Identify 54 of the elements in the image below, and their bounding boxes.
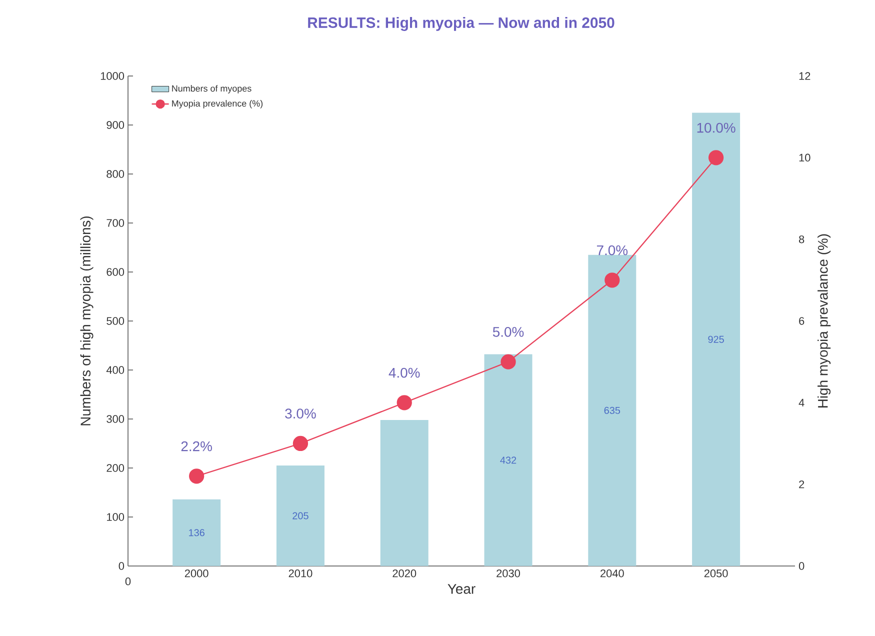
y-tick-label: 600 xyxy=(106,268,124,276)
x-tick-label: 2030 xyxy=(496,570,520,578)
y-tick-label: 300 xyxy=(106,415,124,423)
y-tick-label: 700 xyxy=(106,219,124,227)
data-label: 3.0% xyxy=(285,408,316,419)
data-label: 925 xyxy=(708,336,724,343)
bar xyxy=(276,466,324,566)
point xyxy=(500,354,516,370)
y2-axis-title: High myopia prevalance (%) xyxy=(818,234,831,408)
point xyxy=(604,272,620,288)
x-tick-label: 2040 xyxy=(600,570,624,578)
x-tick-label: 2020 xyxy=(392,570,416,578)
y2-tick-label: 10 xyxy=(799,154,810,162)
y2-tick-label: 12 xyxy=(799,72,810,80)
data-label: 205 xyxy=(292,512,308,520)
point xyxy=(189,468,204,484)
y2-tick-label: 6 xyxy=(799,317,804,325)
y2-tick-label: 8 xyxy=(799,235,804,244)
y-tick-label: 900 xyxy=(106,121,124,129)
y-tick-label: 0 xyxy=(118,562,124,570)
bar xyxy=(172,499,221,566)
legend-label: Myopia prevalence (%) xyxy=(172,100,263,108)
y2-tick-label: 4 xyxy=(798,398,804,406)
y-tick-label: 1000 xyxy=(100,72,124,80)
x-tick-label: 2000 xyxy=(184,570,208,578)
y-tick-label: 500 xyxy=(106,317,124,325)
bar xyxy=(692,112,740,566)
data-label: 432 xyxy=(500,456,516,464)
chart-title: RESULTS: High myopia — Now and in 2050 xyxy=(308,16,614,31)
point xyxy=(292,436,308,452)
data-label: 7.0% xyxy=(596,245,628,256)
data-label: 635 xyxy=(604,406,620,414)
x-tick-label: 2010 xyxy=(288,570,312,578)
bar xyxy=(484,354,532,566)
point xyxy=(708,150,724,166)
bar xyxy=(588,254,636,566)
bar xyxy=(380,420,428,566)
point xyxy=(396,395,412,410)
data-label: 136 xyxy=(189,529,204,536)
data-label: 2.2% xyxy=(181,441,212,452)
y-tick-label: 400 xyxy=(106,366,124,374)
text: 0 xyxy=(125,577,131,586)
data-label: 10.0% xyxy=(697,122,736,133)
y2-tick-label: 0 xyxy=(798,562,804,570)
data-label: 5.0% xyxy=(492,326,524,337)
y-tick-label: 200 xyxy=(106,464,124,472)
y-tick-label: 800 xyxy=(106,170,124,178)
legend-label: Numbers of myopes xyxy=(172,85,252,94)
x-axis-title: Year xyxy=(448,584,476,594)
y2-tick-label: 2 xyxy=(799,480,804,488)
data-label: 4.0% xyxy=(388,368,420,378)
y-axis-title: Numbers of high myopia (millions) xyxy=(80,216,94,426)
x-tick-label: 2050 xyxy=(704,570,728,578)
y-tick-label: 100 xyxy=(107,513,124,521)
